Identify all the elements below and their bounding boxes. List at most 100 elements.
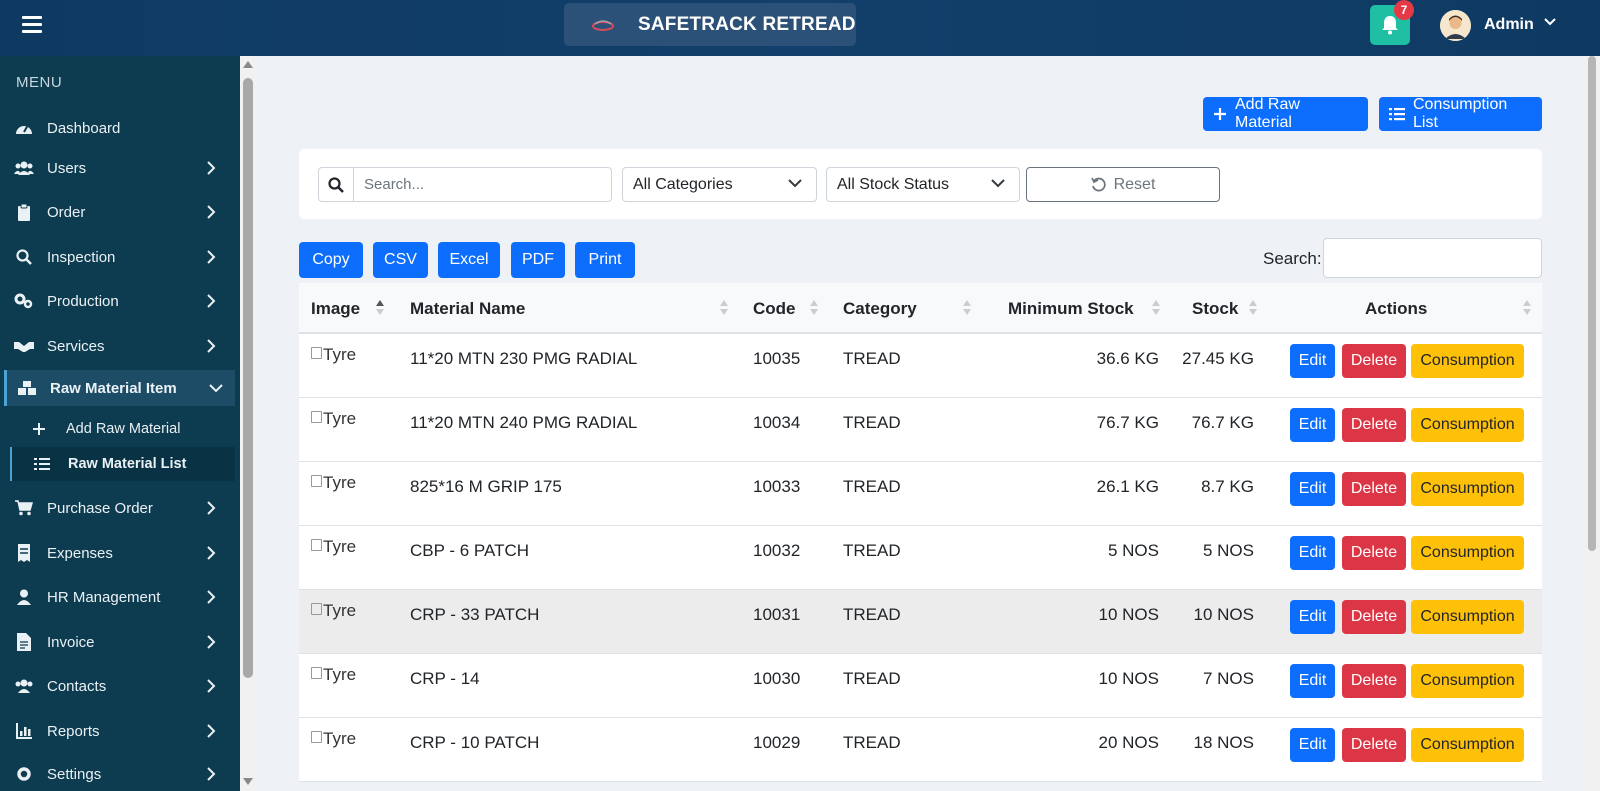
chevron-down-icon[interactable] xyxy=(1543,17,1557,27)
sidebar-item-label: Users xyxy=(47,159,87,177)
column-header-image[interactable]: Image xyxy=(311,299,361,318)
delete-button[interactable]: Delete xyxy=(1342,344,1406,378)
sidebar-item-settings[interactable]: Settings xyxy=(0,756,240,791)
edit-button[interactable]: Edit xyxy=(1290,344,1335,378)
category-select[interactable]: All Categories xyxy=(622,167,817,202)
edit-button[interactable]: Edit xyxy=(1290,728,1335,762)
sidebar-scrollbar[interactable] xyxy=(240,56,256,791)
sort-ascending-icon[interactable] xyxy=(376,300,384,316)
sidebar-item-contacts[interactable]: Contacts xyxy=(0,668,240,704)
table-row: Tyre 11*20 MTN 230 PMG RADIAL 10035 TREAD 36… xyxy=(299,334,1542,398)
add-raw-material-button[interactable]: Add Raw Material xyxy=(1203,96,1368,131)
sort-icon[interactable] xyxy=(810,300,818,316)
tyre-image: Tyre xyxy=(311,409,359,429)
tyre-image-alt-text: Tyre xyxy=(323,729,357,748)
reset-button[interactable]: Reset xyxy=(1026,167,1220,202)
notifications-button[interactable] xyxy=(1370,5,1410,45)
edit-button[interactable]: Edit xyxy=(1290,600,1335,634)
user-name[interactable]: Admin xyxy=(1484,16,1534,33)
copy-button[interactable]: Copy xyxy=(299,242,363,278)
sidebar-item-purchase-order[interactable]: Purchase Order xyxy=(0,490,240,526)
sort-icon[interactable] xyxy=(1523,300,1531,316)
code-cell: 10033 xyxy=(753,477,801,496)
consumption-button[interactable]: Consumption xyxy=(1411,728,1524,762)
sidebar-item-users[interactable]: Users xyxy=(0,150,240,186)
code-cell: 10035 xyxy=(753,349,801,368)
consumption-button[interactable]: Consumption xyxy=(1411,536,1524,570)
edit-button[interactable]: Edit xyxy=(1290,472,1335,506)
page-scroll-thumb[interactable] xyxy=(1588,56,1596,551)
stock-status-select[interactable]: All Stock Status xyxy=(826,167,1020,202)
print-button[interactable]: Print xyxy=(575,242,635,278)
sidebar-item-invoice[interactable]: Invoice xyxy=(0,624,240,660)
edit-button[interactable]: Edit xyxy=(1290,536,1335,570)
sort-icon[interactable] xyxy=(1152,300,1160,316)
column-header-code[interactable]: Code xyxy=(753,299,796,318)
sidebar-item-label: Expenses xyxy=(47,544,113,562)
stock-cell: 27.45 KG xyxy=(1182,349,1254,368)
brand-banner[interactable]: SAFETRACK RETREAD xyxy=(564,3,856,46)
consumption-button[interactable]: Consumption xyxy=(1411,600,1524,634)
csv-button[interactable]: CSV xyxy=(373,242,428,278)
tyre-image: Tyre xyxy=(311,537,359,557)
avatar-icon xyxy=(1440,10,1471,41)
column-header-minimum-stock[interactable]: Minimum Stock xyxy=(1008,299,1134,318)
user-avatar[interactable] xyxy=(1440,10,1471,41)
sidebar-subitem-raw-material-list[interactable]: Raw Material List xyxy=(10,447,235,481)
code-cell: 10031 xyxy=(753,605,801,624)
sidebar-scroll-thumb[interactable] xyxy=(243,78,253,678)
table-row: Tyre CRP - 33 PATCH 10031 TREAD 10 NOS 10 NOS… xyxy=(299,590,1542,654)
scroll-down-arrow-icon[interactable] xyxy=(243,778,253,785)
sidebar-item-reports[interactable]: Reports xyxy=(0,713,240,749)
sidebar-subitem-label: Add Raw Material xyxy=(66,421,181,437)
consumption-button[interactable]: Consumption xyxy=(1411,664,1524,698)
delete-button[interactable]: Delete xyxy=(1342,664,1406,698)
tyre-image: Tyre xyxy=(311,345,359,365)
hamburger-menu-icon[interactable] xyxy=(22,16,42,34)
sidebar-item-order[interactable]: Order xyxy=(0,194,240,230)
tyre-image: Tyre xyxy=(311,729,359,749)
delete-button[interactable]: Delete xyxy=(1342,472,1406,506)
delete-button[interactable]: Delete xyxy=(1342,728,1406,762)
material-name-cell: 11*20 MTN 230 PMG RADIAL xyxy=(410,349,638,368)
delete-button[interactable]: Delete xyxy=(1342,600,1406,634)
table-search-input[interactable] xyxy=(1323,238,1542,278)
delete-button[interactable]: Delete xyxy=(1342,536,1406,570)
brand-title: SAFETRACK RETREAD xyxy=(638,13,856,35)
pdf-button[interactable]: PDF xyxy=(511,242,565,278)
sort-icon[interactable] xyxy=(963,300,971,316)
sidebar-item-dashboard[interactable]: Dashboard xyxy=(0,110,240,146)
sidebar-item-expenses[interactable]: Expenses xyxy=(0,535,240,571)
consumption-list-button[interactable]: Consumption List xyxy=(1379,96,1542,131)
user-icon xyxy=(14,587,34,607)
sidebar-item-raw-material[interactable]: Raw Material Item xyxy=(4,370,235,406)
stock-cell: 18 NOS xyxy=(1193,733,1254,752)
edit-button[interactable]: Edit xyxy=(1290,408,1335,442)
column-header-category[interactable]: Category xyxy=(843,299,917,318)
sidebar-item-services[interactable]: Services xyxy=(0,328,240,364)
gear-icon xyxy=(14,764,34,784)
sidebar-subitem-add-raw-material[interactable]: Add Raw Material xyxy=(10,412,235,446)
sidebar-subitem-label: Raw Material List xyxy=(68,456,187,472)
tyre-image-alt-text: Tyre xyxy=(323,665,357,684)
minimum-stock-cell: 20 NOS xyxy=(1098,733,1159,752)
column-header-stock[interactable]: Stock xyxy=(1192,299,1239,318)
chevron-down-icon xyxy=(991,179,1005,188)
consumption-button[interactable]: Consumption xyxy=(1411,344,1524,378)
sidebar-item-hr-management[interactable]: HR Management xyxy=(0,579,240,615)
search-input[interactable] xyxy=(354,168,604,201)
sort-icon[interactable] xyxy=(1249,300,1257,316)
page-scrollbar[interactable] xyxy=(1584,56,1600,791)
sort-icon[interactable] xyxy=(720,300,728,316)
sidebar-item-production[interactable]: Production xyxy=(0,283,240,319)
category-cell: TREAD xyxy=(843,541,901,560)
edit-button[interactable]: Edit xyxy=(1290,664,1335,698)
consumption-button[interactable]: Consumption xyxy=(1411,472,1524,506)
scroll-up-arrow-icon[interactable] xyxy=(243,61,253,68)
delete-button[interactable]: Delete xyxy=(1342,408,1406,442)
search-field[interactable] xyxy=(318,167,612,202)
excel-button[interactable]: Excel xyxy=(438,242,500,278)
sidebar-item-inspection[interactable]: Inspection xyxy=(0,239,240,275)
consumption-button[interactable]: Consumption xyxy=(1411,408,1524,442)
column-header-material-name[interactable]: Material Name xyxy=(410,299,526,318)
